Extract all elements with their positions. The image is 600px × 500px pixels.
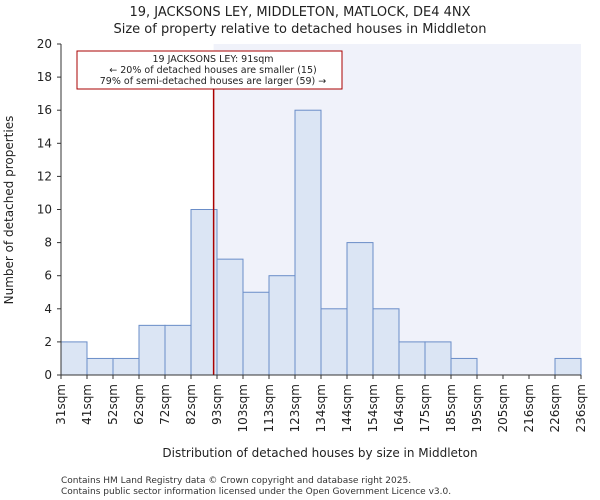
bar-154sqm [372,308,400,376]
y-tick-label-16: 16 [37,103,52,117]
bar-103sqm [242,291,270,376]
bar-31sqm [60,341,88,376]
x-tick-label-185sqm: 185sqm [444,384,458,432]
x-tick-label-195sqm: 195sqm [470,384,484,432]
bar-72sqm [164,324,192,376]
annotation-title: 19 JACKSONS LEY: 91sqm [153,54,274,65]
y-tick-label-6: 6 [44,269,52,283]
bar-93sqm [216,258,244,376]
x-tick-label-216sqm: 216sqm [522,384,536,432]
x-tick-label-103sqm: 103sqm [236,384,250,432]
chart-title-line2: Size of property relative to detached ho… [113,22,486,37]
y-tick-label-14: 14 [37,136,52,150]
y-ticks-group: 0 2 4 6 8 10 12 14 16 18 20 [37,37,61,382]
x-tick-label-31sqm: 31sqm [54,384,68,425]
x-tick-label-52sqm: 52sqm [106,384,120,425]
chart-title-line1: 19, JACKSONS LEY, MIDDLETON, MATLOCK, DE… [129,5,470,20]
bar-134sqm [320,308,348,376]
bar-41sqm [86,357,114,376]
x-tick-label-175sqm: 175sqm [418,384,432,432]
x-tick-label-62sqm: 62sqm [132,384,146,425]
x-tick-label-93sqm: 93sqm [210,384,224,425]
x-tick-label-154sqm: 154sqm [366,384,380,432]
y-tick-label-18: 18 [37,70,52,84]
y-tick-label-2: 2 [44,335,52,349]
bar-185sqm [450,357,478,376]
y-tick-label-12: 12 [37,169,52,183]
footer-copyright-line: Contains HM Land Registry data © Crown c… [61,476,411,486]
x-tick-label-236sqm: 236sqm [574,384,588,432]
bar-175sqm [424,341,452,376]
bars-group [60,109,582,376]
bar-226sqm [554,357,582,376]
x-tick-label-82sqm: 82sqm [184,384,198,425]
bar-113sqm [268,275,296,376]
x-tick-label-41sqm: 41sqm [80,384,94,425]
x-tick-label-226sqm: 226sqm [548,384,562,432]
x-tick-label-134sqm: 134sqm [314,384,328,432]
bar-62sqm [138,324,166,376]
x-axis-label: Distribution of detached houses by size … [162,446,477,460]
bar-52sqm [112,357,140,376]
annotation-box: 19 JACKSONS LEY: 91sqm ← 20% of detached… [76,50,343,90]
x-ticks-group: 31sqm 41sqm 52sqm 62sqm 72sqm 82sqm 93sqm 103sq… [54,375,588,432]
annotation-border [76,50,343,90]
x-tick-label-123sqm: 123sqm [288,384,302,432]
y-tick-label-8: 8 [44,236,52,250]
y-tick-label-10: 10 [37,203,52,217]
x-tick-label-113sqm: 113sqm [262,384,276,432]
y-tick-label-0: 0 [44,368,52,382]
x-tick-label-72sqm: 72sqm [158,384,172,425]
annotation-larger-text: 79% of semi-detached houses are larger (… [100,76,327,87]
footer-licence-line: Contains public sector information licen… [61,487,451,497]
bar-164sqm [398,341,426,376]
x-tick-label-164sqm: 164sqm [392,384,406,432]
x-tick-label-144sqm: 144sqm [340,384,354,432]
y-tick-label-20: 20 [37,37,52,51]
y-axis-label: Number of detached properties [2,116,16,305]
x-tick-label-205sqm: 205sqm [496,384,510,432]
annotation-smaller-text: ← 20% of detached houses are smaller (15… [109,65,316,76]
bar-123sqm [294,109,322,376]
y-tick-label-4: 4 [44,302,52,316]
bar-144sqm [346,242,374,376]
